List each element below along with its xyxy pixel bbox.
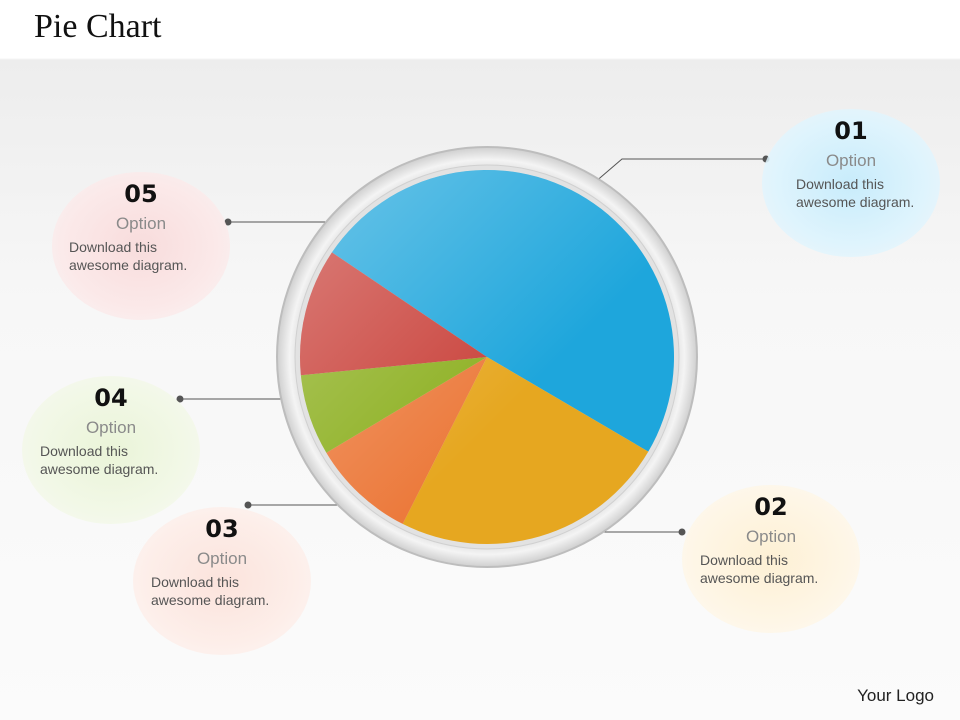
connector-dot-03 bbox=[244, 501, 252, 509]
option-label: Option bbox=[745, 527, 797, 546]
option-number: 04 bbox=[94, 384, 128, 412]
option-description-line: awesome diagram. bbox=[700, 570, 819, 586]
option-card-04: 04 Option Download this awesome diagram. bbox=[22, 376, 200, 524]
page-title: Pie Chart bbox=[34, 8, 162, 45]
option-description-line: awesome diagram. bbox=[40, 461, 159, 477]
option-number: 01 bbox=[834, 117, 868, 145]
option-description: Download this awesome diagram. bbox=[69, 238, 199, 274]
option-label: Option bbox=[115, 214, 167, 233]
option-description-line: Download this bbox=[69, 239, 157, 255]
option-number: 02 bbox=[754, 493, 788, 521]
option-card-02: 02 Option Download this awesome diagram. bbox=[682, 485, 860, 633]
option-description: Download this awesome diagram. bbox=[151, 573, 281, 609]
option-label: Option bbox=[85, 418, 137, 437]
option-number: 05 bbox=[124, 180, 158, 208]
option-label: Option bbox=[196, 549, 248, 568]
connector-dot-02 bbox=[678, 528, 686, 536]
logo-text: Your Logo bbox=[857, 686, 934, 705]
option-description: Download this awesome diagram. bbox=[700, 551, 830, 587]
option-card-01: 01 Option Download this awesome diagram. bbox=[762, 109, 940, 257]
option-number: 03 bbox=[205, 515, 239, 543]
option-description-line: awesome diagram. bbox=[151, 592, 270, 608]
option-description-line: awesome diagram. bbox=[796, 194, 915, 210]
option-description: Download this awesome diagram. bbox=[796, 175, 926, 211]
option-description-line: Download this bbox=[796, 176, 884, 192]
option-description: Download this awesome diagram. bbox=[40, 442, 170, 478]
option-label: Option bbox=[825, 151, 877, 170]
option-description-line: Download this bbox=[151, 574, 239, 590]
option-card-05: 05 Option Download this awesome diagram. bbox=[52, 172, 230, 320]
option-description-line: Download this bbox=[700, 552, 788, 568]
option-description-line: Download this bbox=[40, 443, 128, 459]
option-card-03: 03 Option Download this awesome diagram. bbox=[133, 507, 311, 655]
option-description-line: awesome diagram. bbox=[69, 257, 188, 273]
